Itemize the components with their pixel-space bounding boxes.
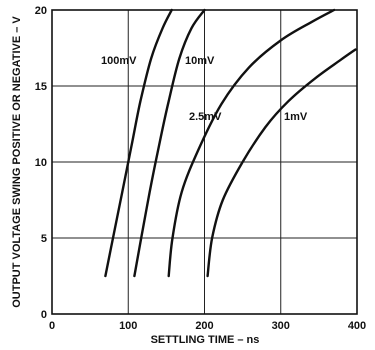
curve-label-2-5mv: 2.5mV <box>189 111 222 123</box>
curve-2-5mv <box>167 8 336 278</box>
y-tick-label: 20 <box>35 5 47 17</box>
y-tick-label: 5 <box>41 233 47 245</box>
curve-100mv <box>104 8 173 278</box>
y-tick-label: 0 <box>41 309 47 321</box>
curve-label-100mv: 100mV <box>101 55 137 67</box>
y-axis-title: OUTPUT VOLTAGE SWING POSITIVE OR NEGATIV… <box>11 16 23 308</box>
curve-label-10mv: 10mV <box>185 55 215 67</box>
curve-10mv <box>133 8 206 278</box>
curve-1mv <box>206 48 357 278</box>
grid-layer <box>52 10 357 314</box>
x-tick-label: 300 <box>272 320 290 332</box>
x-tick-label: 400 <box>348 320 366 332</box>
y-tick-label: 15 <box>35 81 47 93</box>
curve-label-1mv: 1mV <box>284 111 308 123</box>
curve-layer <box>104 8 357 278</box>
y-tick-label: 10 <box>35 157 47 169</box>
plot-frame <box>51 9 358 315</box>
x-tick-label: 200 <box>195 320 213 332</box>
x-tick-label: 0 <box>49 320 55 332</box>
x-axis-title: SETTLING TIME – ns <box>151 334 260 346</box>
tick-label-layer: 0 100 200 300 400 0 5 10 15 20 <box>35 5 366 332</box>
x-tick-label: 100 <box>119 320 137 332</box>
